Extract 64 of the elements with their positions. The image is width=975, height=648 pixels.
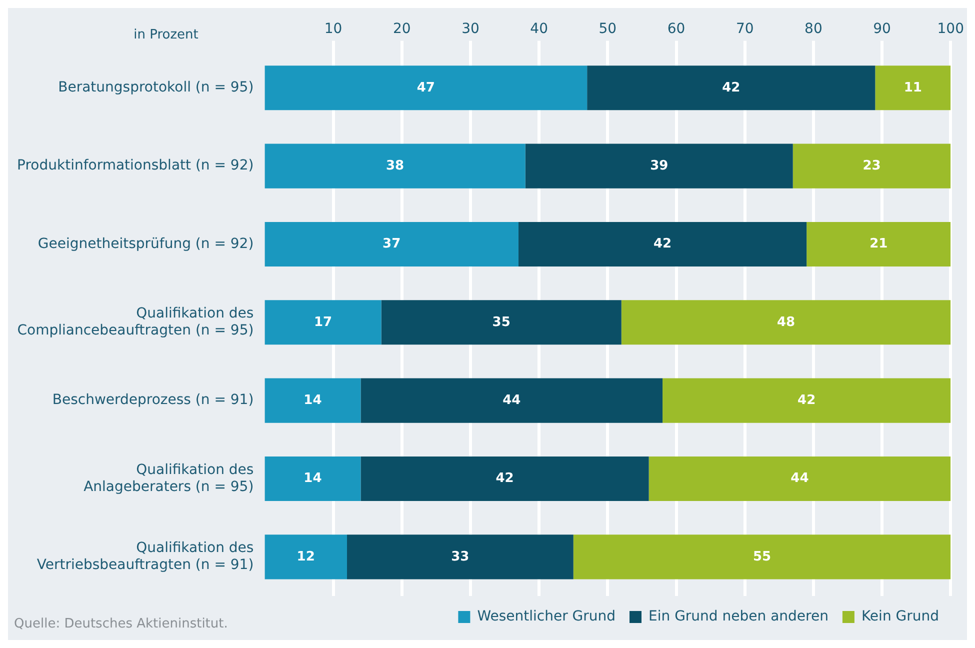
- y-tick-label: Qualifikation des Compliancebeauftragten (n = 95): [17, 306, 254, 338]
- bar: [518, 222, 807, 267]
- y-tick-label: Qualifikation des Vertriebsbeauftragten (n = 91): [36, 540, 254, 573]
- bar: [264, 378, 361, 423]
- data-label: 14: [304, 392, 322, 408]
- bar: [264, 144, 526, 188]
- bar: [264, 66, 588, 110]
- y-tick-label: Geeignetheitsprüfung (n = 92): [38, 236, 254, 252]
- data-label: 35: [492, 314, 510, 330]
- data-label: 39: [650, 158, 668, 174]
- legend-label: Kein Grund: [861, 608, 939, 625]
- bar: [806, 222, 951, 267]
- x-tick-label: 90: [873, 21, 891, 38]
- data-label: 23: [862, 158, 881, 174]
- data-label: 42: [496, 471, 514, 486]
- data-label: 21: [870, 236, 888, 252]
- text: in Prozent: [134, 27, 198, 42]
- bar: [381, 300, 622, 345]
- data-label: 47: [416, 80, 435, 96]
- source-note: Quelle: Deutsches Aktieninstitut.: [14, 616, 228, 632]
- data-label: 14: [304, 471, 322, 486]
- data-label: 38: [386, 158, 404, 174]
- x-tick-label: 40: [530, 21, 548, 38]
- x-tick-label: 60: [667, 21, 686, 38]
- data-label: 37: [382, 236, 401, 252]
- data-label: 17: [314, 314, 332, 330]
- y-tick-label: Produktinformationsblatt (n = 92): [17, 158, 254, 174]
- data-label: 33: [451, 549, 470, 564]
- x-tick-label: 80: [804, 21, 822, 38]
- y-tick-label: Beratungsprotokoll (n = 95): [58, 80, 254, 96]
- x-tick-label: 20: [392, 21, 411, 38]
- legend-label: Wesentlicher Grund: [477, 608, 616, 625]
- bar: [525, 144, 793, 188]
- bar: [360, 456, 649, 502]
- data-label: 42: [722, 80, 740, 96]
- x-tick-label: 70: [736, 21, 754, 38]
- bar: [264, 300, 382, 345]
- y-tick-label: Beschwerdeprozess (n = 91): [52, 392, 254, 408]
- x-tick-label: 10: [324, 21, 342, 38]
- data-label: 55: [752, 549, 772, 564]
- bar: [648, 456, 951, 502]
- y-tick-label: Qualifikation des Anlageberaters (n = 95): [84, 462, 254, 495]
- data-label: 11: [904, 80, 922, 96]
- data-label: 12: [296, 549, 315, 564]
- data-label: 44: [790, 471, 809, 486]
- bar: [662, 378, 951, 423]
- data-label: 42: [798, 392, 816, 408]
- bar: [587, 66, 876, 110]
- x-tick-label: 100: [937, 21, 964, 38]
- x-tick-label: 30: [462, 21, 480, 38]
- data-label: 44: [502, 392, 521, 408]
- x-tick-label: 50: [598, 21, 617, 38]
- bar: [347, 534, 574, 580]
- bar: [264, 222, 518, 267]
- bar: [264, 456, 361, 502]
- bar: [621, 300, 951, 345]
- bar: [875, 66, 951, 110]
- bar: [360, 378, 663, 423]
- bar: [264, 534, 347, 580]
- data-label: 42: [653, 236, 672, 252]
- bar: [792, 144, 951, 188]
- legend-label: Ein Grund neben anderen: [648, 608, 828, 625]
- bar: [573, 534, 951, 580]
- data-label: 48: [776, 314, 796, 330]
